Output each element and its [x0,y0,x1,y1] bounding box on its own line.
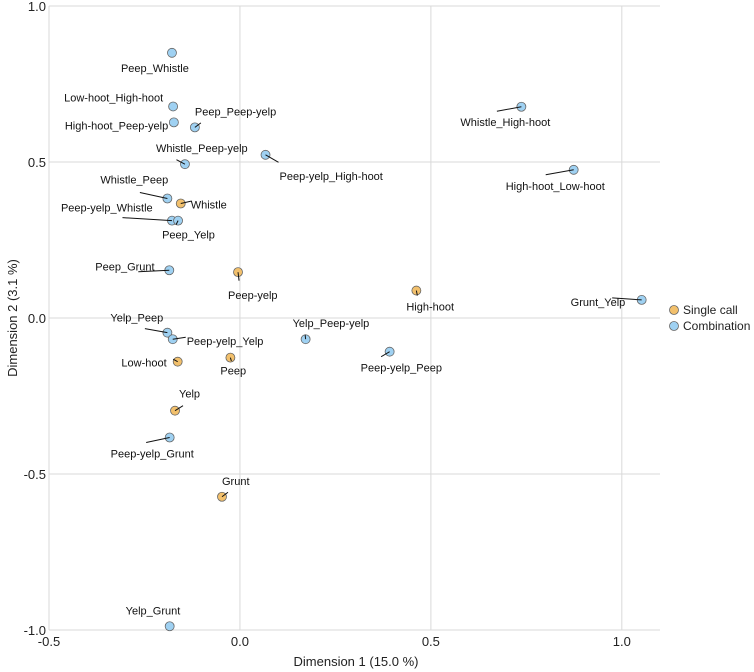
single-call-point-label: Peep [220,366,246,378]
combination-point-label: Peep-yelp_Grunt [111,448,194,460]
label-leader-line [174,405,184,412]
label-leader-line [146,437,170,443]
combination-point-label: Low-hoot_High-hoot [64,92,163,104]
label-leader-line [545,169,574,176]
label-leader-line [139,192,168,199]
combination-point [164,621,175,632]
label-leader-line [172,336,186,340]
label-leader-line [144,328,168,334]
combination-point-label: Yelp_Peep-yelp [293,318,370,330]
x-tick-label: 0.0 [231,634,249,649]
single-call-point-label: Peep-yelp [228,290,278,302]
y-tick-label: 0.5 [28,155,46,170]
combination-point [168,117,179,128]
combination-point-label: Peep-yelp_Whistle [61,203,153,215]
y-tick-label: 0.0 [28,311,46,326]
combination-point [168,101,179,112]
label-leader-line [175,220,179,225]
label-leader-line [176,159,186,165]
combination-point-label: Peep_Whistle [121,63,189,75]
combination-point-label: Yelp_Grunt [126,605,181,617]
label-leader-line [496,106,522,112]
label-leader-line [265,154,279,163]
combination-point-label: High-hoot_Peep-yelp [65,120,168,132]
combination-point-label: Peep_Yelp [162,230,215,242]
legend-combination-label: Combination [683,319,750,333]
x-tick-label: -0.5 [38,634,60,649]
y-tick-label: -0.5 [24,467,46,482]
combination-point-label: Yelp_Peep [110,313,163,325]
combination-point-label: Peep-yelp_High-hoot [280,171,383,183]
single-call-point-label: Yelp [179,389,200,401]
label-leader-line [194,122,202,128]
legend: Single call Combination [669,303,750,333]
combination-point-label: Grunt_Yelp [571,297,626,309]
combination-point-label: High-hoot_Low-hoot [506,181,605,193]
single-call-point-label: Whistle [191,199,227,211]
combination-point-label: Peep_Peep-yelp [195,106,276,118]
single-call-point-label: High-hoot [406,302,454,314]
label-leader-line [612,297,642,301]
x-axis-title: Dimension 1 (15.0 %) [294,654,419,669]
label-leader-line [237,272,240,281]
label-leader-line [180,200,192,204]
combination-point-label: Peep-yelp_Yelp [187,336,264,348]
label-leader-line [221,491,229,498]
combination-point-label: Whistle_Peep [100,175,168,187]
combination-point-label: Whistle_High-hoot [460,117,550,129]
x-tick-label: 0.5 [422,634,440,649]
single-call-point-label: Low-hoot [121,358,166,370]
single-call-point-label: Grunt [222,476,250,488]
combination-point [167,47,177,58]
grid-lines [48,5,660,631]
combination-point-label: Whistle_Peep-yelp [156,143,248,155]
point-labels: Whistle Peep-yelp High-hoot Low-hoot Peep Yel… [61,63,642,617]
tick-labels: -0.5 0.0 0.5 1.0-1.0-0.50.00.51.0 [24,0,631,649]
label-leader-line [380,351,390,358]
label-leader-line [304,334,307,340]
x-tick-label: 1.0 [613,634,631,649]
label-leader-line [172,358,178,363]
legend-single-call-marker [669,305,679,315]
y-tick-label: -1.0 [24,623,46,638]
label-leader-line [229,357,232,362]
legend-combination-marker [669,321,679,331]
combination-point-label: Peep-yelp_Peep [361,363,442,375]
legend-single-call-label: Single call [683,303,738,317]
label-leader-line [122,217,172,222]
label-leader-line [138,269,170,273]
label-leader-line [415,290,418,296]
y-tick-label: 1.0 [28,0,46,14]
y-axis-title: Dimension 2 (3.1 %) [5,259,20,377]
combination-point-label: Peep_Grunt [95,261,154,273]
